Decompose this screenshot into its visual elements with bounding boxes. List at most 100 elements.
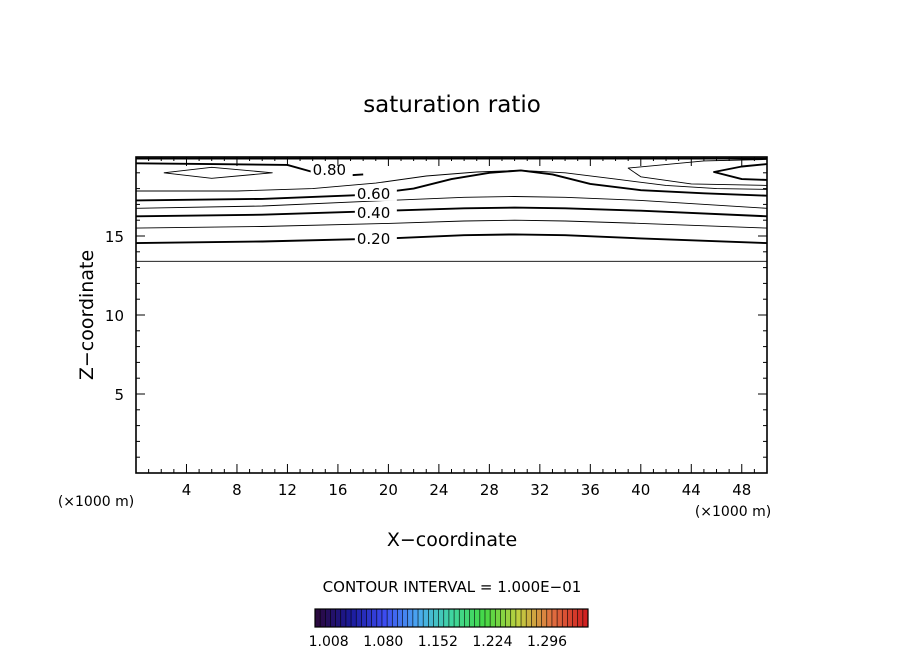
colorbar-swatch	[495, 609, 501, 627]
y-axis-ticks: 5 10 15	[105, 172, 767, 458]
contour-line-10	[713, 163, 768, 181]
contour-label-bg-3	[354, 204, 397, 220]
contour-line-6	[136, 169, 768, 192]
contour-line-9	[627, 158, 768, 186]
colorbar-swatch	[345, 609, 352, 627]
contour-lines	[135, 157, 768, 262]
colorbar-swatch	[387, 609, 393, 627]
colorbar-tick-label: 1.296	[527, 634, 567, 650]
colorbar-swatch	[490, 609, 496, 627]
colorbar-swatch	[371, 609, 378, 627]
colorbar-swatch	[315, 609, 321, 627]
colorbar-tick-label: 1.152	[418, 634, 458, 650]
contour-line-3	[135, 206, 768, 218]
contour-label-3: 0.40	[357, 204, 390, 222]
colorbar-swatch	[521, 609, 527, 627]
colorbar-swatch	[500, 609, 506, 627]
colorbar-swatch	[557, 609, 563, 627]
colorbar-tick-label: 1.224	[472, 634, 512, 650]
x-tick-label: 32	[530, 481, 549, 499]
contour-label-bg-7	[310, 162, 353, 178]
y-axis-label: Z−coordinate	[76, 250, 98, 380]
contour-label-5: 0.60	[357, 185, 390, 203]
colorbar-swatch	[474, 609, 481, 627]
colorbar-swatch	[510, 609, 517, 627]
colorbar-swatch	[325, 609, 331, 627]
colorbar-swatch	[402, 609, 409, 627]
colorbar-swatch	[551, 609, 558, 627]
contour-interval-text: CONTOUR INTERVAL = 1.000E−01	[323, 578, 582, 596]
colorbar-swatch	[448, 609, 455, 627]
colorbar-swatch	[577, 609, 584, 627]
colorbar-swatch	[376, 609, 383, 627]
contour-line-4	[135, 196, 768, 209]
contour-line-2	[135, 219, 768, 229]
colorbar-swatch	[526, 609, 532, 627]
colorbar-swatch	[397, 609, 403, 627]
colorbar-swatch	[562, 609, 568, 627]
colorbar-swatch	[381, 609, 388, 627]
contour-label-bg-5	[354, 185, 397, 201]
x-tick-label: 4	[182, 481, 192, 499]
x-unit-right: (×1000 m)	[695, 504, 771, 520]
x-tick-label: 36	[581, 481, 600, 499]
colorbar-swatch	[366, 609, 372, 627]
colorbar-swatch	[428, 609, 434, 627]
colorbar-swatch	[407, 609, 414, 627]
colorbar-swatch	[418, 609, 424, 627]
colorbar-swatch	[541, 609, 548, 627]
colorbar-swatch	[351, 609, 357, 627]
x-tick-label: 40	[631, 481, 650, 499]
x-tick-label: 16	[328, 481, 347, 499]
colorbar-swatch	[459, 609, 465, 627]
colorbar-swatch	[582, 609, 589, 627]
x-axis-ticks: 4 8 12 16 20 24 28 32 36 40 44 48	[148, 157, 755, 499]
colorbar-tick-label: 1.080	[363, 634, 403, 650]
chart-title: saturation ratio	[363, 92, 541, 118]
x-tick-label: 48	[732, 481, 751, 499]
colorbar-swatch	[536, 609, 542, 627]
contour-line-1	[135, 233, 768, 245]
contour-line-5	[135, 169, 768, 202]
contour-label-7: 0.80	[313, 161, 346, 179]
x-tick-label: 28	[480, 481, 499, 499]
colorbar-tick-label: 1.008	[309, 634, 349, 650]
colorbar-swatch	[392, 609, 398, 627]
colorbar-swatch	[361, 609, 367, 627]
colorbar-labels: 1.008 1.080 1.152 1.224 1.296	[309, 634, 568, 650]
colorbar-swatch	[546, 609, 553, 627]
colorbar-swatch	[443, 609, 450, 627]
colorbar-swatch	[531, 609, 537, 627]
colorbar-swatch	[330, 609, 336, 627]
x-tick-label: 12	[278, 481, 297, 499]
colorbar-swatch	[412, 609, 419, 627]
contour-label-bg-1	[354, 230, 397, 246]
contour-line-8	[163, 166, 273, 179]
colorbar-frame	[314, 608, 589, 628]
colorbar-swatch	[454, 609, 460, 627]
colorbar	[314, 609, 589, 627]
x-unit-left: (×1000 m)	[58, 494, 134, 510]
x-tick-label: 24	[429, 481, 448, 499]
plot-frame	[135, 156, 768, 474]
x-tick-label: 8	[232, 481, 242, 499]
colorbar-swatch	[515, 609, 522, 627]
colorbar-swatch	[484, 609, 491, 627]
colorbar-swatch	[438, 609, 445, 627]
colorbar-swatch	[567, 609, 573, 627]
colorbar-swatch	[464, 609, 470, 627]
colorbar-swatch	[320, 609, 326, 627]
x-tick-label: 20	[379, 481, 398, 499]
colorbar-swatch	[356, 609, 362, 627]
x-axis-label: X−coordinate	[387, 529, 517, 551]
y-tick-label: 10	[105, 307, 124, 325]
colorbar-swatch	[479, 609, 486, 627]
y-tick-label: 5	[114, 386, 124, 404]
colorbar-swatch	[423, 609, 429, 627]
x-tick-label: 44	[682, 481, 701, 499]
colorbar-swatch	[433, 609, 439, 627]
colorbar-swatch	[469, 609, 475, 627]
colorbar-swatch	[572, 609, 578, 627]
y-tick-label: 15	[105, 228, 124, 246]
